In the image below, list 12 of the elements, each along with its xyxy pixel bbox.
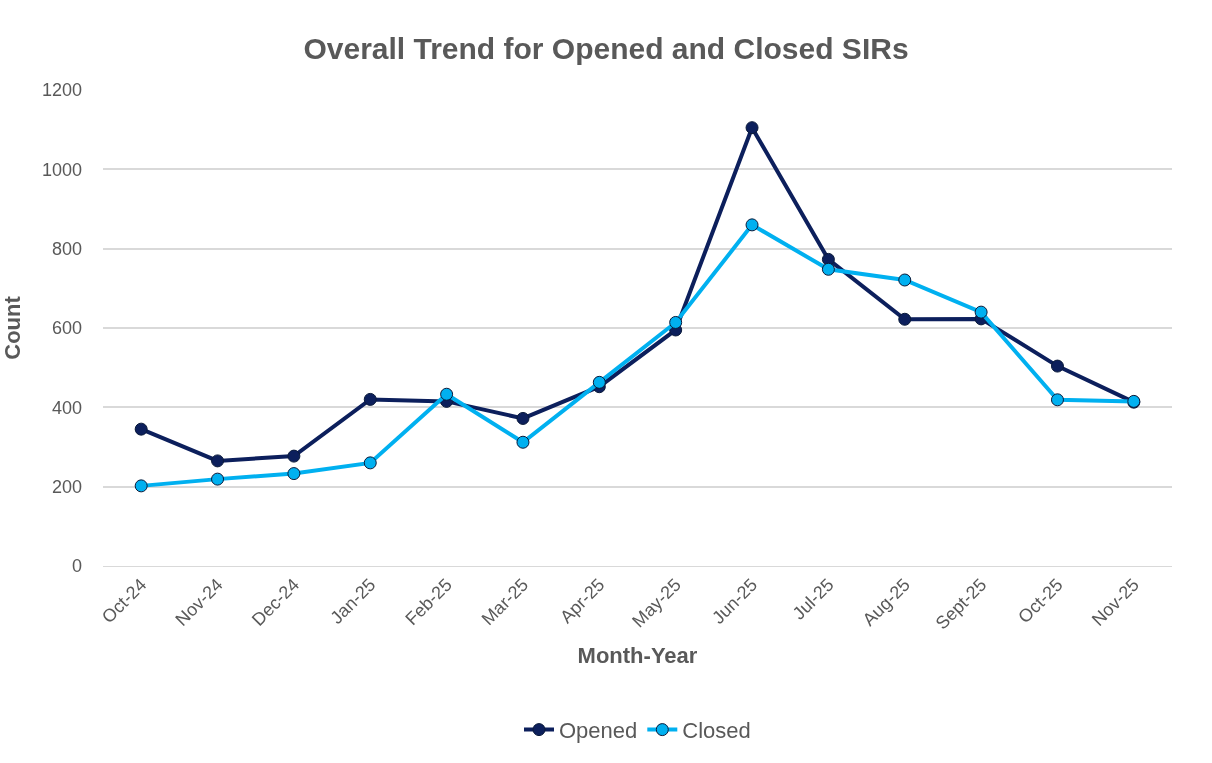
- y-tick-label: 1200: [41, 80, 82, 101]
- y-tick-label: 1000: [41, 159, 82, 180]
- x-axis-title: Month-Year: [577, 643, 698, 669]
- y-tick-label: 200: [51, 476, 82, 497]
- y-tick-label: 0: [71, 556, 82, 577]
- chart-title: Overall Trend for Opened and Closed SIRs: [303, 32, 909, 66]
- y-axis-title: Count: [0, 295, 25, 360]
- legend-label: Opened: [559, 718, 638, 744]
- y-tick-label: 600: [51, 318, 82, 339]
- legend-label: Closed: [682, 718, 751, 744]
- y-tick-label: 800: [51, 238, 82, 259]
- y-tick-label: 400: [51, 397, 82, 418]
